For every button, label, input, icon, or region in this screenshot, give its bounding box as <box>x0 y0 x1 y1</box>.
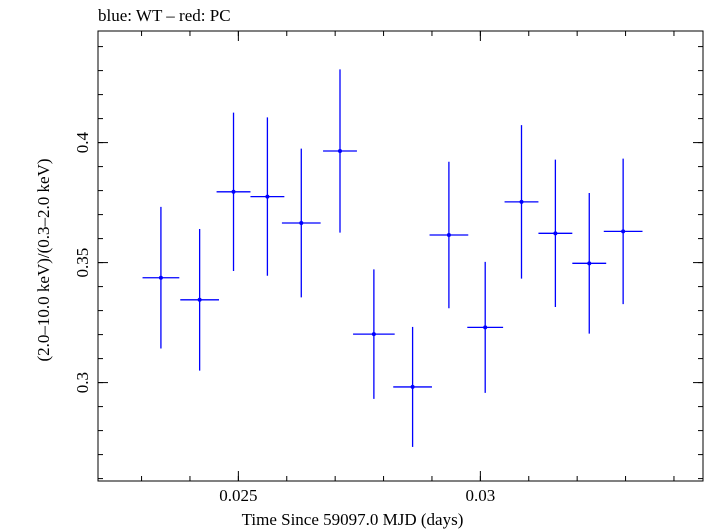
data-point <box>299 221 304 225</box>
data-point <box>410 384 415 389</box>
data-point <box>553 231 558 236</box>
y-axis-label: (2.0–10.0 keV)/(0.3–2.0 keV) <box>34 158 53 362</box>
data-point <box>371 332 376 337</box>
y-tick-label: 0.4 <box>73 131 92 153</box>
x-tick-label: 0.03 <box>465 486 495 505</box>
data-point <box>483 325 488 330</box>
data-point <box>338 149 342 153</box>
data-point <box>587 261 592 266</box>
data-point <box>231 189 236 194</box>
chart-title: blue: WT – red: PC <box>98 6 231 25</box>
plot-frame <box>97 30 704 482</box>
data-point <box>197 297 202 302</box>
data-point <box>158 275 163 280</box>
data-point <box>519 199 524 204</box>
x-tick-label: 0.025 <box>219 486 257 505</box>
y-tick-label: 0.3 <box>73 372 92 393</box>
y-tick-label: 0.35 <box>73 248 92 278</box>
data-point <box>446 233 451 237</box>
data-point <box>265 194 270 199</box>
x-axis-label: Time Since 59097.0 MJD (days) <box>241 510 464 529</box>
data-point <box>621 229 626 234</box>
